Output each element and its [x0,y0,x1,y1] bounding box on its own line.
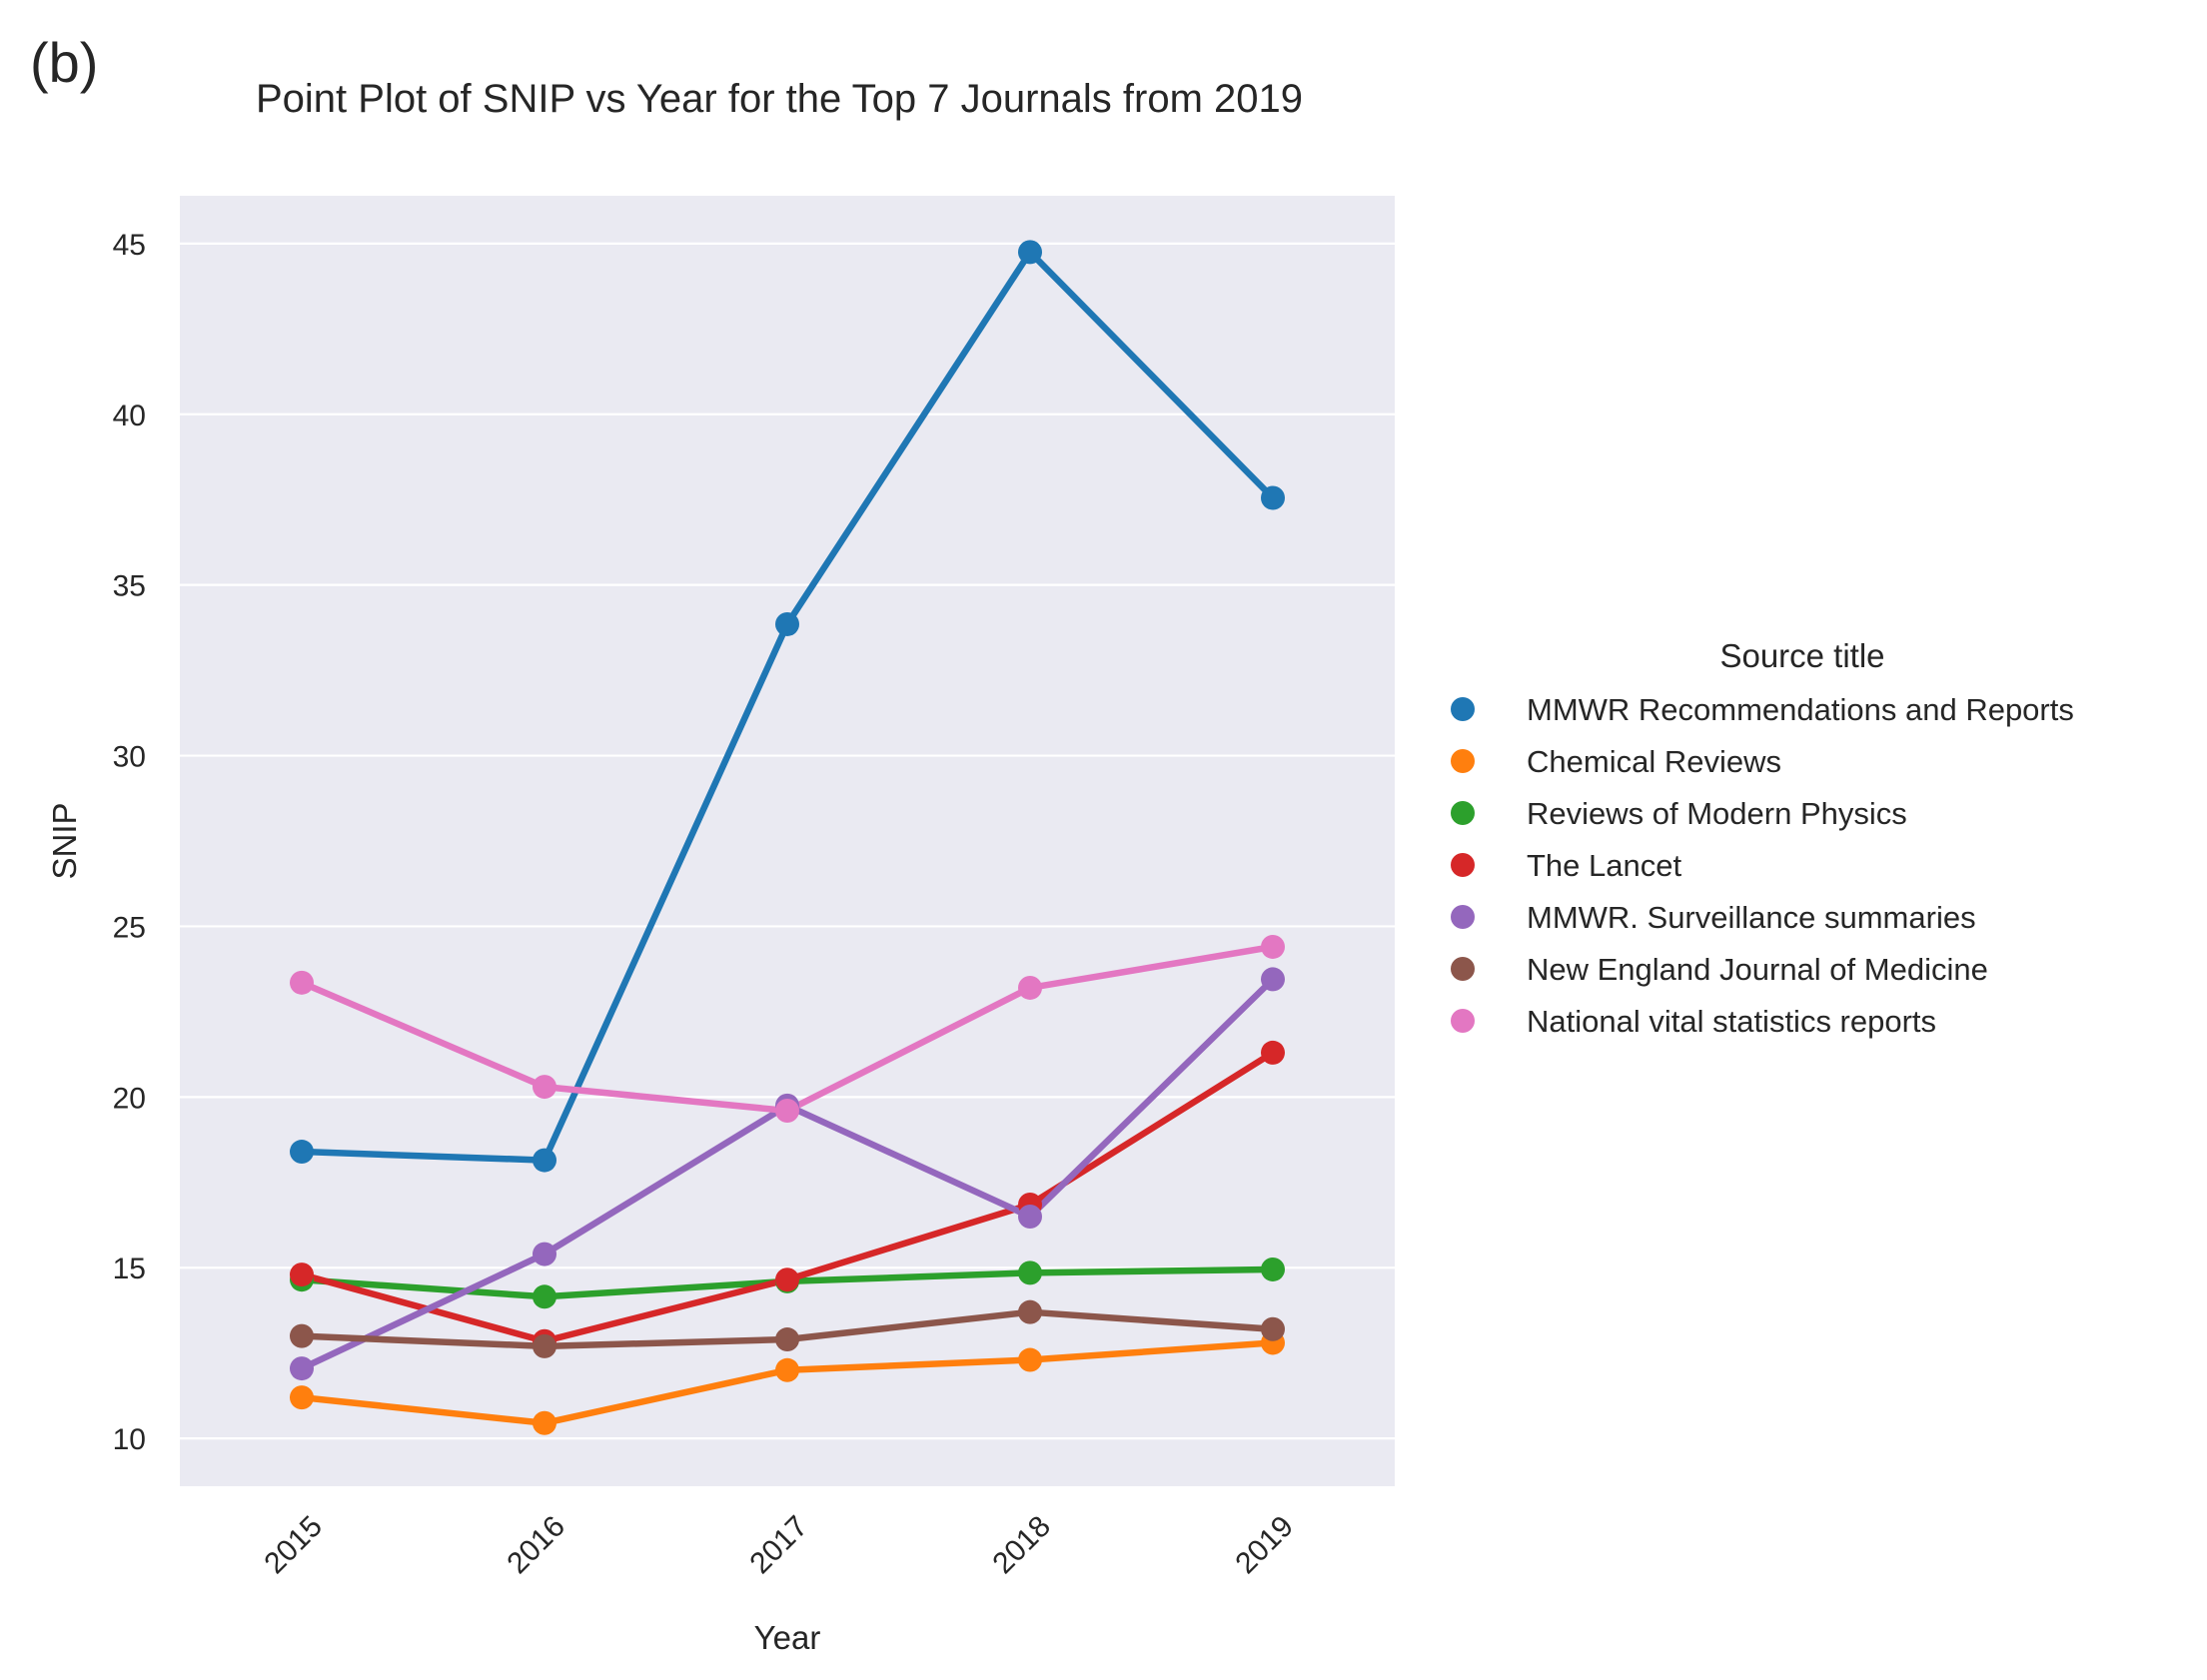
legend-label: The Lancet [1527,848,1681,883]
data-point [1261,1040,1285,1065]
y-axis-label: SNIP [46,802,83,879]
x-tick-label: 2018 [986,1510,1057,1581]
data-point [290,970,314,995]
data-point [533,1075,556,1100]
legend-marker [1451,1009,1475,1033]
legend-marker [1451,697,1475,721]
legend-marker [1451,957,1475,981]
legend-marker [1451,801,1475,825]
data-point [290,1323,314,1348]
data-point [1018,975,1042,1000]
legend-entries: MMWR Recommendations and Reports Chemical… [1451,692,2074,1039]
data-point [1018,1347,1042,1372]
y-tick-label: 20 [113,1082,146,1115]
legend-label: MMWR Recommendations and Reports [1527,692,2074,727]
data-point [775,1099,799,1124]
data-point [1018,240,1042,265]
data-point [1261,934,1285,959]
data-point [1018,1299,1042,1324]
data-point [290,1385,314,1410]
data-point [1018,1204,1042,1229]
legend: Source title MMWR Recommendations and Re… [1451,637,2074,1039]
y-tick-label: 10 [113,1423,146,1456]
x-axis-label: Year [754,1619,821,1656]
x-tick-label: 2017 [743,1510,814,1581]
x-tick-labels: 2015 2016 2017 2018 2019 [258,1510,1300,1581]
data-point [533,1242,556,1266]
legend-marker [1451,749,1475,773]
data-point [533,1148,556,1173]
data-point [1018,1260,1042,1285]
y-tick-label: 40 [113,400,146,432]
data-point [1261,967,1285,992]
y-tick-label: 35 [113,570,146,603]
x-tick-label: 2019 [1229,1510,1300,1581]
x-tick-label: 2015 [258,1510,329,1581]
y-tick-label: 15 [113,1253,146,1285]
y-tick-labels: 10 15 20 25 30 35 40 45 [113,229,146,1456]
data-point [533,1284,556,1309]
legend-label: Reviews of Modern Physics [1527,796,1907,831]
legend-marker [1451,905,1475,929]
legend-marker [1451,853,1475,877]
data-point [1261,485,1285,510]
data-point [533,1333,556,1358]
data-point [290,1356,314,1381]
legend-title: Source title [1719,637,1884,674]
legend-label: National vital statistics reports [1527,1004,1936,1039]
data-point [1261,1257,1285,1281]
y-tick-label: 45 [113,229,146,262]
data-point [290,1262,314,1287]
data-point [775,1267,799,1292]
legend-label: New England Journal of Medicine [1527,952,1988,987]
y-tick-label: 30 [113,741,146,774]
legend-label: Chemical Reviews [1527,744,1781,779]
series-points [290,240,1285,1435]
chart-title: Point Plot of SNIP vs Year for the Top 7… [256,77,1303,121]
panel-label: (b) [30,31,98,94]
data-point [290,1140,314,1165]
data-point [775,611,799,636]
data-point [775,1357,799,1382]
x-tick-label: 2016 [501,1510,571,1581]
legend-label: MMWR. Surveillance summaries [1527,900,1976,935]
data-point [1261,1316,1285,1341]
y-tick-label: 25 [113,911,146,944]
data-point [775,1327,799,1352]
data-point [533,1410,556,1435]
